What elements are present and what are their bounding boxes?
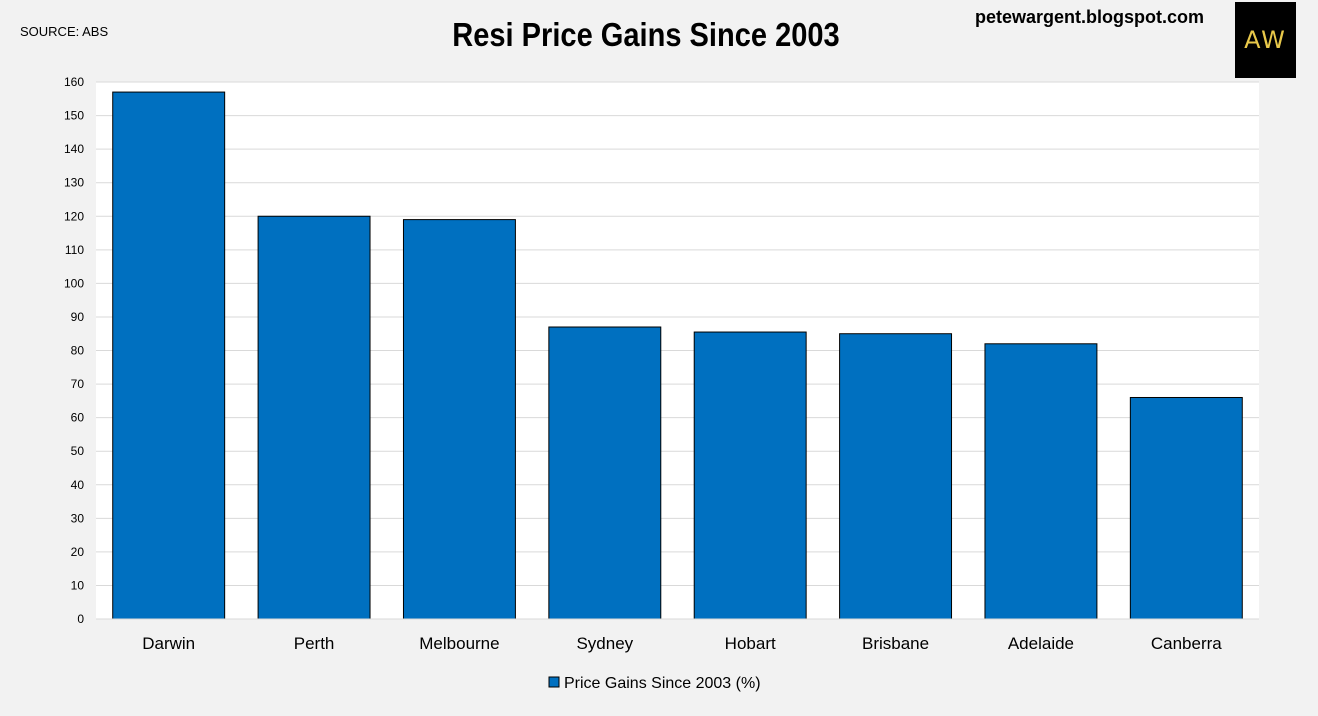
legend-label: Price Gains Since 2003 (%) — [564, 675, 761, 692]
y-tick-label: 0 — [77, 612, 84, 626]
bar — [984, 343, 1098, 620]
y-axis: 0 10 20 30 40 50 60 70 80 90 100 110 120 130 140 150 160 — [64, 75, 84, 626]
y-tick-label: 160 — [64, 75, 84, 89]
legend-swatch — [548, 676, 560, 688]
site-url: petewargent.blogspot.com — [975, 7, 1205, 27]
bar — [112, 91, 226, 620]
y-tick-label: 20 — [71, 545, 85, 559]
bars — [112, 91, 1243, 620]
y-tick-label: 50 — [71, 444, 85, 458]
y-tick-label: 60 — [71, 411, 85, 425]
y-tick-label: 10 — [71, 578, 85, 592]
chart-title: Resi Price Gains Since 2003 — [452, 16, 840, 53]
x-tick-label: Brisbane — [862, 634, 929, 653]
y-tick-label: 100 — [64, 276, 84, 290]
y-tick-label: 110 — [65, 243, 84, 257]
x-axis: Darwin Perth Melbourne Sydney Hobart Brisbane… — [96, 618, 1259, 653]
x-tick-label: Canberra — [1151, 634, 1222, 653]
bar — [1129, 396, 1243, 620]
y-tick-label: 70 — [71, 377, 85, 391]
x-tick-label: Melbourne — [419, 634, 499, 653]
y-tick-label: 30 — [71, 511, 85, 525]
bar — [693, 331, 807, 620]
x-tick-label: Adelaide — [1008, 634, 1074, 653]
x-tick-label: Perth — [294, 634, 335, 653]
bar — [548, 326, 662, 620]
y-tick-label: 120 — [64, 209, 84, 223]
source-note: SOURCE: ABS — [20, 24, 109, 39]
y-tick-label: 150 — [64, 109, 84, 123]
y-tick-label: 140 — [64, 142, 84, 156]
y-tick-label: 90 — [71, 310, 85, 324]
bar — [257, 215, 371, 620]
aw-logo: AW — [1235, 2, 1296, 78]
x-tick-label: Darwin — [142, 634, 195, 653]
bar — [839, 333, 953, 620]
x-tick-label: Sydney — [576, 634, 633, 653]
logo-text: AW — [1244, 26, 1287, 54]
y-tick-label: 130 — [64, 176, 84, 190]
y-tick-label: 40 — [71, 478, 85, 492]
x-tick-label: Hobart — [725, 634, 776, 653]
bar — [402, 219, 516, 620]
legend: Price Gains Since 2003 (%) — [548, 675, 761, 692]
y-tick-label: 80 — [71, 344, 85, 358]
